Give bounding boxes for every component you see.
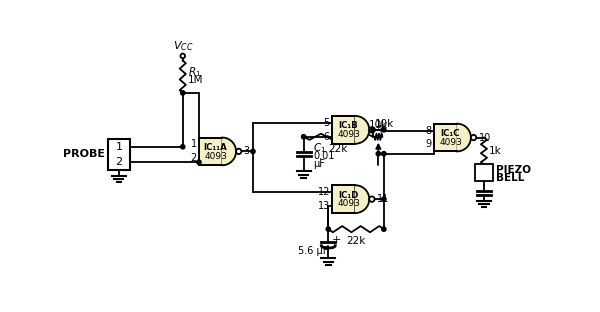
Text: 10k: 10k xyxy=(375,119,394,129)
Text: $C_1$: $C_1$ xyxy=(313,141,326,155)
Circle shape xyxy=(326,227,331,231)
Text: 1M: 1M xyxy=(188,75,203,85)
Text: 4093: 4093 xyxy=(439,138,462,147)
Circle shape xyxy=(236,149,241,154)
Circle shape xyxy=(382,227,386,231)
Text: 1k: 1k xyxy=(488,146,502,156)
Circle shape xyxy=(382,152,386,156)
Text: IC₁₁A: IC₁₁A xyxy=(203,143,227,152)
Circle shape xyxy=(369,127,374,133)
Text: +: + xyxy=(331,235,341,245)
Text: 22k: 22k xyxy=(346,236,366,246)
Text: 2: 2 xyxy=(115,157,122,167)
Circle shape xyxy=(197,160,201,164)
Text: IC₁B: IC₁B xyxy=(338,121,358,130)
Circle shape xyxy=(181,54,185,58)
Text: IC₁D: IC₁D xyxy=(338,191,358,200)
Text: 9: 9 xyxy=(425,139,431,149)
Text: PROBE: PROBE xyxy=(63,149,105,159)
Text: $R_1$: $R_1$ xyxy=(188,65,202,79)
Text: 10: 10 xyxy=(479,133,491,143)
Circle shape xyxy=(382,128,386,132)
Text: 6: 6 xyxy=(324,132,330,142)
Text: 1: 1 xyxy=(190,139,197,149)
Text: 4: 4 xyxy=(377,125,383,135)
Text: 5.6 μF: 5.6 μF xyxy=(298,246,328,256)
Polygon shape xyxy=(332,185,355,213)
Circle shape xyxy=(251,149,255,154)
Polygon shape xyxy=(222,138,236,165)
Text: 2: 2 xyxy=(190,153,197,163)
Text: 11: 11 xyxy=(377,194,389,204)
Circle shape xyxy=(301,134,306,139)
Circle shape xyxy=(181,145,185,149)
Polygon shape xyxy=(355,185,369,213)
Text: 4093: 4093 xyxy=(205,152,227,160)
Polygon shape xyxy=(355,116,369,144)
Text: IC₁C: IC₁C xyxy=(440,129,460,138)
Polygon shape xyxy=(332,116,355,144)
Polygon shape xyxy=(434,124,457,151)
Text: PIEZO: PIEZO xyxy=(496,165,531,175)
Text: 4093: 4093 xyxy=(338,130,361,139)
Text: 3: 3 xyxy=(243,146,249,156)
Circle shape xyxy=(471,135,476,140)
Circle shape xyxy=(181,91,185,95)
Text: 22k: 22k xyxy=(329,144,348,154)
Text: $V_{CC}$: $V_{CC}$ xyxy=(173,39,193,53)
Circle shape xyxy=(369,197,374,202)
Text: 10k: 10k xyxy=(369,120,388,130)
Text: BELL: BELL xyxy=(496,173,524,183)
Circle shape xyxy=(371,128,375,132)
Circle shape xyxy=(376,152,380,156)
Text: 13: 13 xyxy=(317,201,330,211)
Text: 1: 1 xyxy=(115,142,122,152)
Text: 12: 12 xyxy=(317,187,330,197)
Text: 4093: 4093 xyxy=(338,199,361,208)
Text: 8: 8 xyxy=(425,126,431,136)
FancyBboxPatch shape xyxy=(475,164,493,182)
Polygon shape xyxy=(457,124,471,151)
Text: 5: 5 xyxy=(323,118,330,128)
Text: μF: μF xyxy=(313,159,325,169)
Polygon shape xyxy=(199,138,222,165)
Text: 0.01: 0.01 xyxy=(313,151,334,161)
FancyBboxPatch shape xyxy=(108,139,130,170)
Circle shape xyxy=(382,197,386,201)
